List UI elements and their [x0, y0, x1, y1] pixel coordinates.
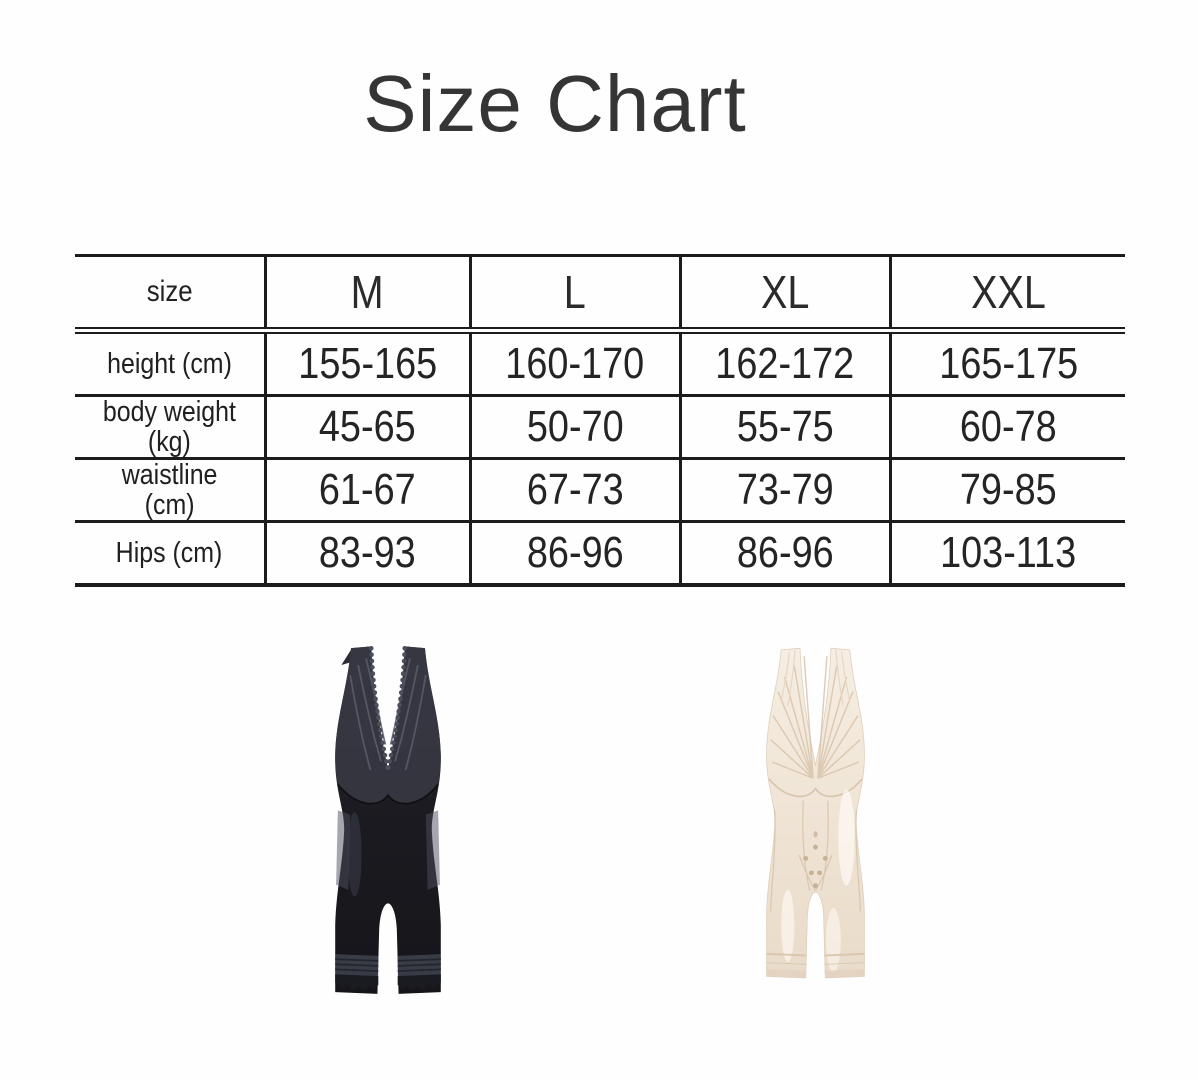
black-leg-stripes — [335, 958, 441, 972]
cell-height-xxl: 165-175 — [888, 330, 1125, 397]
table-row-height: height (cm) 155-165 160-170 162-172 165-… — [75, 330, 1125, 397]
row-label-height: height (cm) — [75, 330, 265, 397]
size-col-xl: XL — [678, 255, 890, 334]
cell-waist-l: 67-73 — [468, 458, 680, 523]
cell-weight-l: 50-70 — [468, 395, 680, 460]
cell-waist-m: 61-67 — [263, 458, 470, 523]
black-vneck-scallop-edge — [369, 645, 407, 772]
cell-waist-xl: 73-79 — [678, 458, 890, 523]
cell-waist-xxl: 79-85 — [888, 458, 1125, 523]
beige-strap-pleats — [780, 649, 851, 707]
table-row-weight: body weight (kg) 45-65 50-70 55-75 60-78 — [75, 395, 1125, 460]
black-underbust-seam — [337, 783, 439, 805]
page-title: Size Chart — [363, 59, 747, 148]
black-lace-hem-scallops — [335, 974, 441, 991]
beige-sheen-highlights — [781, 789, 855, 973]
cell-height-m: 155-165 — [263, 330, 470, 397]
size-col-xxl: XXL — [888, 255, 1125, 334]
beige-bodysuit-image — [766, 647, 865, 979]
table-header-row: size M L XL XXL — [75, 255, 1125, 334]
black-bodysuit-image — [335, 645, 441, 994]
row-label-hips: Hips (cm) — [75, 521, 265, 587]
cell-weight-xxl: 60-78 — [888, 395, 1125, 460]
cell-weight-m: 45-65 — [263, 395, 470, 460]
table-row-waistline: waistline (cm) 61-67 67-73 73-79 79-85 — [75, 458, 1125, 523]
table-row-hips: Hips (cm) 83-93 86-96 86-96 103-113 — [75, 521, 1125, 587]
row-label-waistline: waistline (cm) — [75, 458, 265, 523]
cell-height-xl: 162-172 — [678, 330, 890, 397]
beige-cup-pleats — [770, 656, 861, 779]
cell-hips-l: 86-96 — [468, 521, 680, 587]
cell-hips-m: 83-93 — [263, 521, 470, 587]
beige-panel-seams — [770, 800, 861, 912]
size-table: size M L XL XXL height (cm) 155-165 160-… — [75, 254, 1125, 587]
black-leg-mesh-bands — [335, 954, 441, 978]
black-lace-bust-panel — [335, 646, 441, 804]
size-header-cell: size — [75, 255, 265, 334]
row-label-weight: body weight (kg) — [75, 395, 265, 460]
size-col-m: M — [263, 255, 470, 334]
black-sheen-highlight — [347, 812, 362, 897]
black-side-mesh-panels — [336, 810, 440, 890]
beige-leg-hem-lines — [766, 952, 865, 965]
cell-weight-xl: 55-75 — [678, 395, 890, 460]
beige-navel-shadow — [813, 831, 818, 838]
cell-hips-xxl: 103-113 — [888, 521, 1125, 587]
cell-height-l: 160-170 — [468, 330, 680, 397]
beige-crystal-dots — [803, 844, 828, 889]
cell-hips-xl: 86-96 — [678, 521, 890, 587]
size-col-l: L — [468, 255, 680, 334]
beige-leg-hem-shade — [766, 969, 865, 978]
